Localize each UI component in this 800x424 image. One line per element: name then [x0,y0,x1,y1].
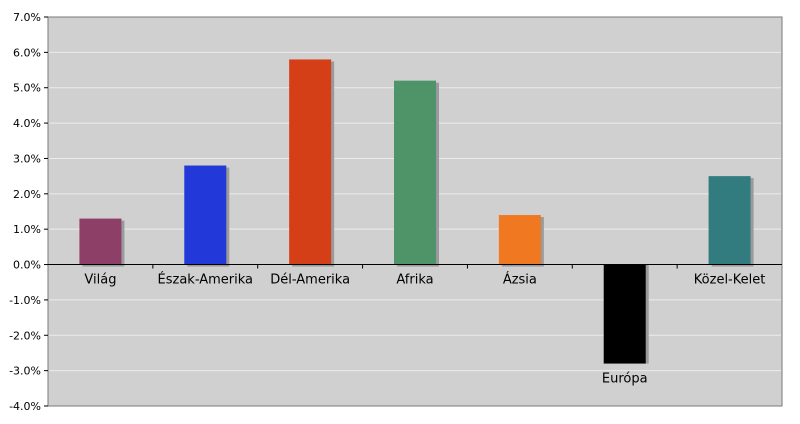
y-tick-label: 4.0% [13,117,41,130]
category-label: Európa [602,372,648,387]
bar-0 [79,218,122,265]
category-label: Dél-Amerika [270,273,350,288]
category-label: Afrika [396,273,433,288]
x-axis-labels: Világ Észak-Amerika Dél-Amerika Afrika Ázsia… [84,264,766,387]
category-label: Észak-Amerika [158,272,254,288]
y-tick-label: -2.0% [9,329,41,342]
bars [79,59,754,364]
category-label: Közel-Kelet [694,273,766,288]
bar-6 [708,176,751,265]
y-tick-label: 3.0% [13,152,41,165]
y-tick-label: 1.0% [13,223,41,236]
bar-3 [394,80,436,265]
y-tick-label: 7.0% [13,11,41,24]
y-tick-label: -4.0% [9,400,41,413]
category-label: Ázsia [503,272,537,288]
bar-2 [289,59,332,265]
y-tick-label: 0.0% [13,259,41,272]
y-tick-label: 6.0% [13,46,41,59]
y-tick-label: 5.0% [13,82,41,95]
bar-5 [603,264,646,364]
bar-1 [184,165,227,265]
category-label: Világ [84,273,116,288]
y-tick-label: 2.0% [13,188,41,201]
y-tick-label: -3.0% [9,365,41,378]
y-axis: -4.0% -3.0% -2.0% -1.0% 0.0% 1.0% 2.0% 3.0% 4.0%… [9,11,48,413]
bar-4 [498,215,541,265]
y-tick-label: -1.0% [9,294,41,307]
